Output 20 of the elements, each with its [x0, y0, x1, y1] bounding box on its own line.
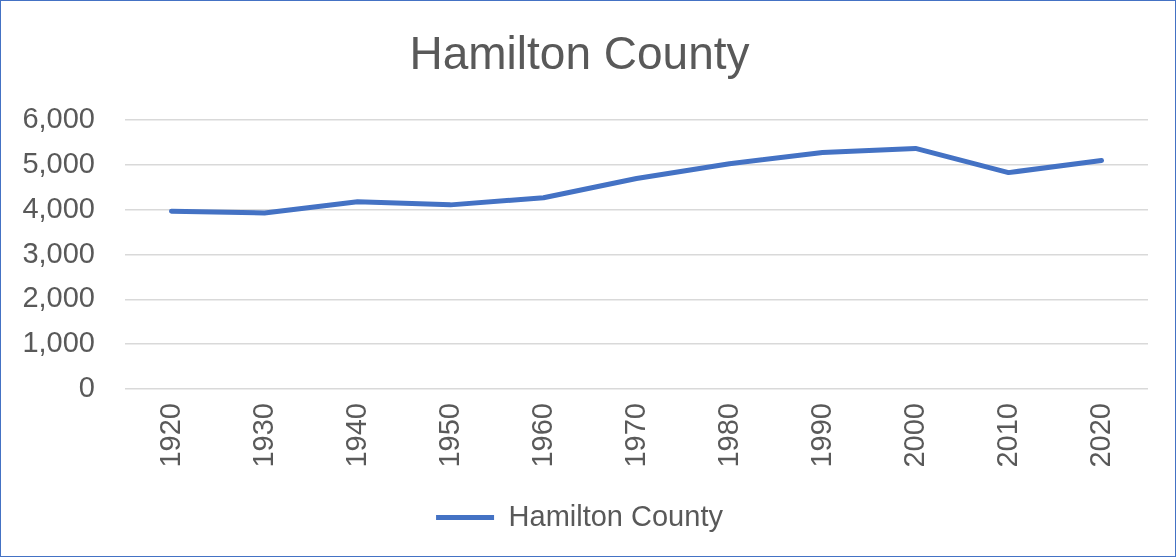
- y-tick-label: 4,000: [22, 191, 95, 224]
- y-tick-label: 1,000: [22, 326, 95, 359]
- x-tick-label: 1960: [525, 403, 558, 468]
- y-tick-label: 3,000: [22, 236, 95, 269]
- x-tick-label: 1980: [711, 403, 744, 468]
- y-tick-label: 0: [78, 371, 95, 403]
- x-tick-label: 2020: [1083, 403, 1116, 468]
- legend-label: Hamilton County: [508, 499, 724, 532]
- x-tick-label: 1930: [246, 403, 279, 468]
- x-tick-label: 1970: [618, 403, 651, 468]
- y-tick-label: 6,000: [22, 102, 95, 135]
- x-tick-label: 1990: [804, 403, 837, 468]
- x-tick-label: 2000: [897, 403, 930, 468]
- x-tick-label: 1940: [339, 403, 372, 468]
- chart-title: Hamilton County: [409, 27, 750, 80]
- y-tick-label: 2,000: [22, 281, 95, 314]
- x-tick-label: 2010: [990, 403, 1023, 468]
- x-tick-label: 1950: [432, 403, 465, 468]
- y-tick-label: 5,000: [22, 147, 95, 179]
- x-tick-label: 1920: [153, 403, 186, 468]
